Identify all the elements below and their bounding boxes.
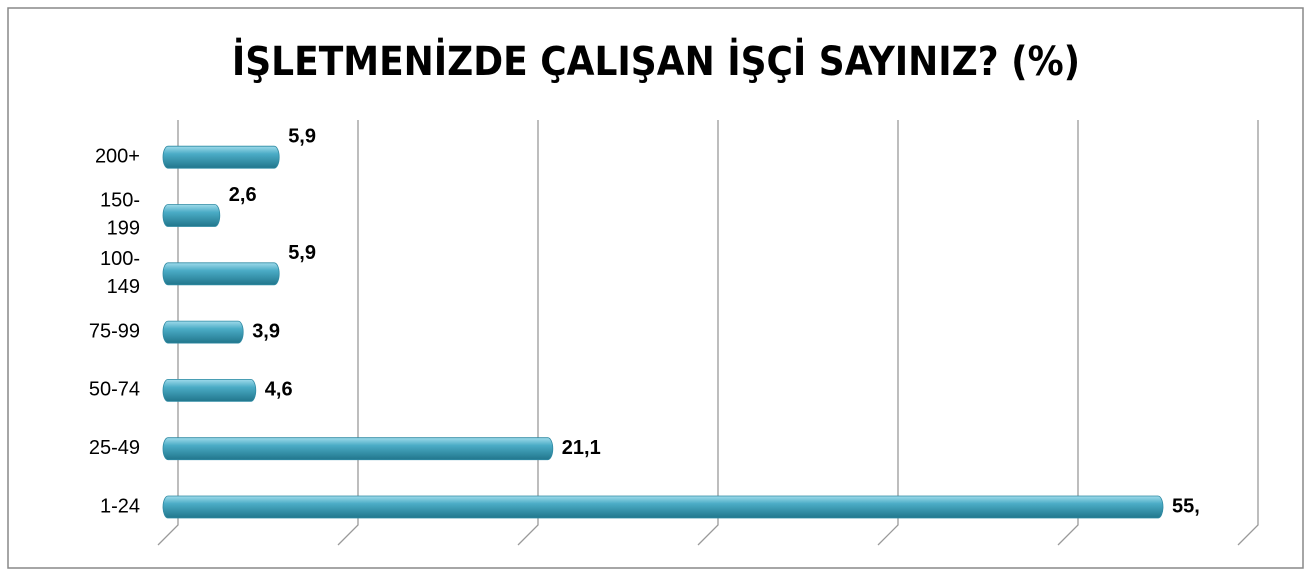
grid-line <box>1057 120 1079 546</box>
bar <box>162 437 554 461</box>
data-label: 3,9 <box>252 320 280 342</box>
grid-line <box>337 120 359 546</box>
bar <box>162 145 280 169</box>
chart-frame <box>7 7 1304 569</box>
y-tick-label: 50-74 <box>89 379 140 401</box>
data-label: 5,9 <box>288 125 316 147</box>
y-tick-label: 100-149 <box>100 248 140 298</box>
bar <box>162 379 257 402</box>
data-label: 5,9 <box>288 242 316 264</box>
grid-line <box>517 120 539 546</box>
y-tick-label: 200+ <box>95 145 140 167</box>
data-label: 2,6 <box>229 184 257 206</box>
data-label: 21,1 <box>562 437 601 459</box>
grid-line <box>697 120 719 546</box>
bar <box>162 204 221 227</box>
chart-title: İŞLETMENİZDE ÇALIŞAN İŞÇİ SAYINIZ? (%) <box>232 37 1080 85</box>
y-tick-label: 25-49 <box>89 437 140 459</box>
grid-line <box>157 120 179 546</box>
grid-line <box>1237 120 1259 546</box>
grid-line <box>877 120 899 546</box>
data-label: 55, <box>1172 495 1200 517</box>
bar <box>162 262 280 286</box>
bar <box>162 320 244 344</box>
bar <box>162 495 1164 519</box>
y-tick-label: 75-99 <box>89 320 140 342</box>
data-label: 4,6 <box>265 379 293 401</box>
y-tick-label: 150-199 <box>100 190 140 240</box>
y-tick-label: 1-24 <box>100 495 140 517</box>
